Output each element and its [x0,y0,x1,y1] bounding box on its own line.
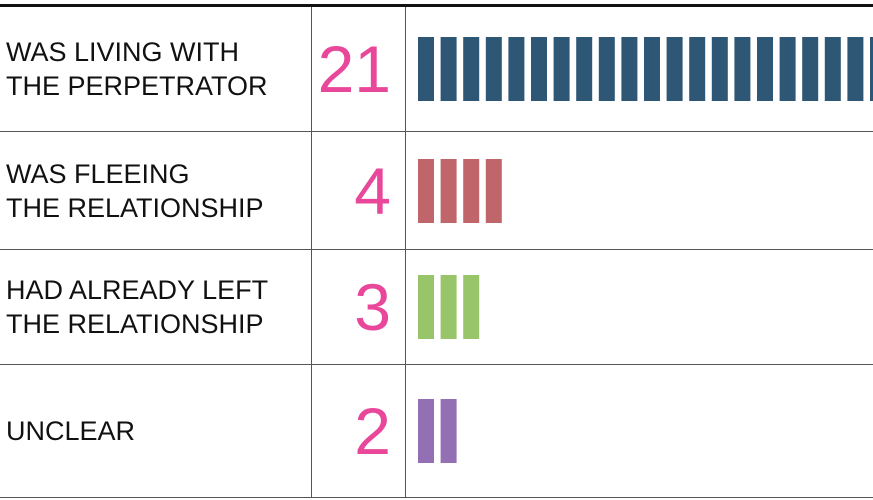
tally-bar [824,37,841,101]
column-rule [405,7,406,497]
tally-bar [531,37,547,101]
count: 3 [354,270,391,344]
row-label: UNCLEAR [6,416,136,446]
tally-bar [508,37,525,101]
tally-row [418,399,457,463]
tally-bar [485,158,502,223]
tally-mark [418,37,873,101]
tally-bar [418,158,434,223]
tally-row [418,158,502,223]
tally-mark [418,158,502,223]
tally-bar [485,37,502,101]
tally-bar [598,37,615,101]
tally-bar [757,37,773,101]
tally-bar [847,37,864,101]
tally-bar [463,37,480,101]
row-rule [0,131,873,132]
column-rule [311,7,312,497]
tally-bar [553,37,570,101]
tally-mark [418,275,480,339]
tally-bar [621,37,638,101]
row-label: HAD ALREADY LEFT THE RELATIONSHIP [6,275,269,339]
tally-mark [418,399,457,463]
row-rule [0,497,873,498]
tally-bar [418,275,434,339]
tally-row [418,37,873,101]
tally-bar [440,37,457,101]
tally-bar [644,37,660,101]
tally-bar [440,158,457,223]
tally-bar [463,158,480,223]
tally-bar [779,37,796,101]
tally-bar [440,399,457,463]
tally-bar [463,275,480,339]
tally-bar [418,37,434,101]
tally-bar [870,37,873,101]
tally-bar [440,275,457,339]
tally-bar [711,37,728,101]
tally-bar [734,37,751,101]
count: 2 [354,394,391,468]
row-rule [0,364,873,365]
count: 4 [354,153,391,228]
tally-bar [418,399,434,463]
tally-bar [689,37,706,101]
tally-bar [576,37,593,101]
row-label: WAS LIVING WITH THE PERPETRATOR [6,37,268,101]
row-label: WAS FLEEING THE RELATIONSHIP [6,158,264,223]
tally-bar [666,37,683,101]
count: 21 [317,32,391,106]
top-rule [0,4,873,7]
row-rule [0,249,873,250]
tally-bar [802,37,819,101]
tally-row [418,275,480,339]
